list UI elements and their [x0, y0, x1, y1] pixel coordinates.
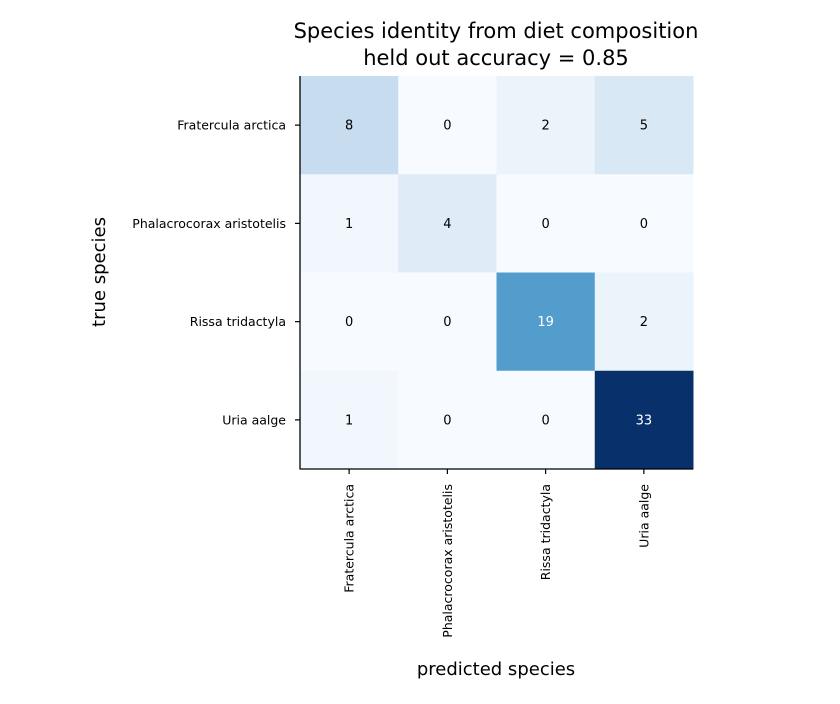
- heatmap-cell: [594, 76, 694, 175]
- x-tick-label: Uria aalge: [636, 484, 651, 548]
- cell-value-label: 5: [640, 119, 648, 134]
- heatmap-cell: [496, 272, 596, 372]
- heatmap-cell-labels: 8 0 2 5 1 4 0 0 0 0 19 2 1 0 0 33: [345, 119, 652, 429]
- cell-value-label: 8: [345, 119, 353, 134]
- y-tick-label: Phalacrocorax aristotelis: [132, 216, 286, 231]
- heatmap-cell: [300, 370, 399, 470]
- heatmap-cell: [496, 174, 596, 273]
- heatmap-cell: [398, 76, 497, 175]
- cell-value-label: 0: [443, 413, 451, 428]
- heatmap-cell: [594, 174, 694, 273]
- heatmap-cells: [300, 76, 694, 470]
- y-tick-label: Uria aalge: [222, 412, 286, 427]
- cell-value-label: 0: [541, 413, 549, 428]
- cell-value-label: 19: [537, 315, 554, 330]
- cell-value-label: 2: [640, 315, 648, 330]
- cell-value-label: 4: [443, 217, 451, 232]
- cell-value-label: 0: [541, 217, 549, 232]
- x-tick-label: Fratercula arctica: [342, 484, 357, 593]
- cell-value-label: 0: [443, 119, 451, 134]
- heatmap-cell: [496, 76, 596, 175]
- chart-subtitle: held out accuracy = 0.85: [363, 46, 629, 70]
- heatmap-cell: [300, 272, 399, 372]
- cell-value-label: 1: [345, 217, 353, 232]
- heatmap-cell: [398, 370, 497, 470]
- y-axis-ticks: Fratercula arctica Phalacrocorax aristote…: [132, 118, 300, 427]
- cell-value-label: 0: [640, 217, 648, 232]
- heatmap-cell: [300, 76, 399, 175]
- cell-value-label: 1: [345, 413, 353, 428]
- x-tick-label: Phalacrocorax aristotelis: [440, 484, 455, 638]
- heatmap-cell: [594, 272, 694, 372]
- x-tick-label: Rissa tridactyla: [538, 484, 553, 580]
- x-axis-ticks: Fratercula arctica Phalacrocorax aristote…: [342, 469, 651, 638]
- cell-value-label: 0: [345, 315, 353, 330]
- x-axis-label: predicted species: [417, 659, 575, 680]
- heatmap-cell: [398, 272, 497, 372]
- cell-value-label: 33: [636, 413, 653, 428]
- chart-title: Species identity from diet composition: [294, 19, 699, 43]
- heatmap-cell: [496, 370, 596, 470]
- y-tick-label: Fratercula arctica: [177, 118, 286, 133]
- cell-value-label: 2: [541, 119, 549, 134]
- heatmap-cell: [300, 174, 399, 273]
- y-axis-label: true species: [89, 217, 110, 327]
- heatmap-cell: [594, 370, 694, 470]
- heatmap-cell: [398, 174, 497, 273]
- cell-value-label: 0: [443, 315, 451, 330]
- y-tick-label: Rissa tridactyla: [190, 314, 286, 329]
